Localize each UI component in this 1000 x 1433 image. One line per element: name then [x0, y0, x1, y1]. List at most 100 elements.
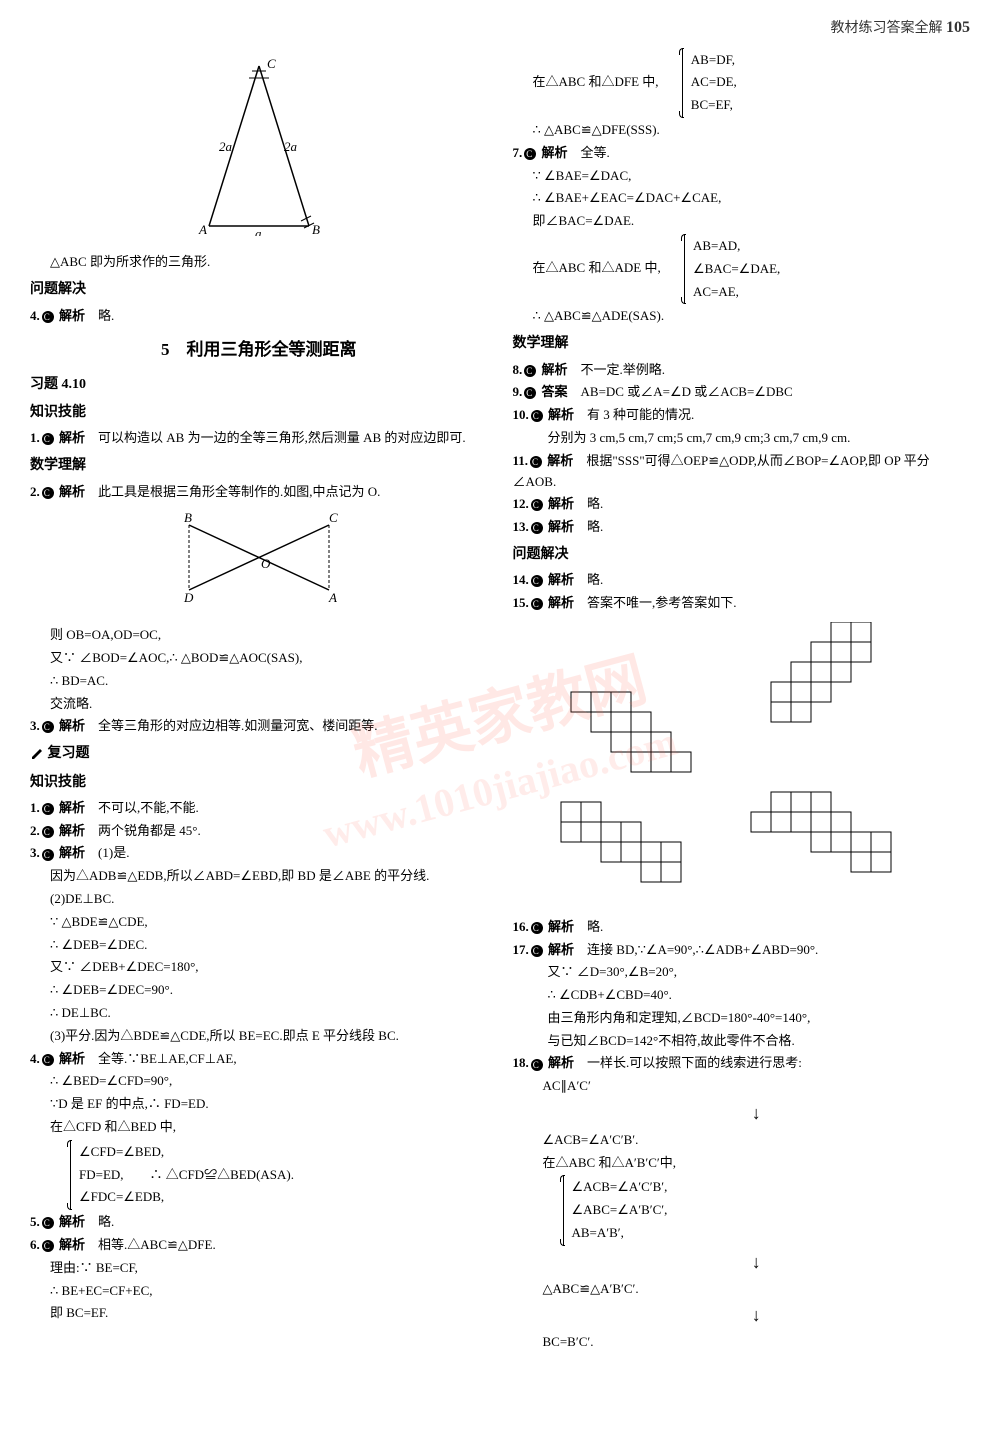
marker-icon [42, 721, 54, 733]
r9-tag: 答案 [542, 384, 568, 399]
r15-num: 15. [513, 595, 529, 610]
r17-l1: ∴ ∠CDB+∠CBD=40°. [513, 985, 971, 1006]
fx2-text: 两个锐角都是 45°. [98, 823, 201, 838]
review-label: 复习题 [48, 746, 90, 761]
section-problem-solve-2: 问题解决 [513, 544, 971, 566]
fx4-l1: ∵D 是 EF 的中点,∴ FD=ED. [30, 1094, 488, 1115]
r8-num: 8. [513, 362, 523, 377]
item-2-text: 此工具是根据三角形全等制作的.如图,中点记为 O. [98, 484, 380, 499]
r13-tag: 解析 [548, 519, 574, 534]
item-2-line-2: ∴ BD=AC. [30, 671, 488, 692]
fx5-tag: 解析 [59, 1214, 85, 1229]
grid-figures [513, 622, 971, 909]
item-2: 2. 解析 此工具是根据三角形全等制作的.如图,中点记为 O. [30, 482, 488, 503]
r10-text: 有 3 种可能的情况. [587, 407, 694, 422]
fx3-part3: (3)平分.因为△BDE≌△CDE,所以 BE=EC.即点 E 平分线段 BC. [30, 1026, 488, 1047]
r13-num: 13. [513, 519, 529, 534]
r7-l0: ∵ ∠BAE=∠DAC, [513, 166, 971, 187]
fx4-l2: 在△CFD 和△BED 中, [30, 1117, 488, 1138]
r-item-16: 16. 解析 略. [513, 917, 971, 938]
r-item-12: 12. 解析 略. [513, 494, 971, 515]
x-figure: B C O D A [30, 510, 488, 617]
marker-icon [524, 387, 536, 399]
r10-tag: 解析 [548, 407, 574, 422]
marker-icon [531, 575, 543, 587]
page-number: 105 [946, 19, 970, 36]
fx3-l2-4: ∴ DE⊥BC. [30, 1003, 488, 1024]
r10-line: 分别为 3 cm,5 cm,7 cm;5 cm,7 cm,9 cm;3 cm,7… [513, 428, 971, 449]
fx3-l2-3: ∴ ∠DEB=∠DEC=90°. [30, 980, 488, 1001]
r8-tag: 解析 [542, 362, 568, 377]
svg-text:2a: 2a [284, 139, 298, 154]
r17-tag: 解析 [548, 942, 574, 957]
fx4-br-1: FD=ED, ∴ △CFD≌△BED(ASA). [79, 1165, 294, 1186]
fx3-part2: (2)DE⊥BC. [30, 889, 488, 910]
r7-conc: ∴ △ABC≌△ADE(SAS). [513, 306, 971, 327]
r12-text: 略. [587, 496, 603, 511]
svg-text:a: a [255, 226, 262, 236]
marker-icon [524, 365, 536, 377]
r12-num: 12. [513, 496, 529, 511]
r10-num: 10. [513, 407, 529, 422]
header-text: 教材练习答案全解 [831, 21, 943, 36]
svg-text:D: D [183, 590, 194, 605]
r-item-11: 11. 解析 根据"SSS"可得△OEP≌△ODP,从而∠BOP=∠AOP,即 … [513, 451, 971, 493]
fx5-num: 5. [30, 1214, 40, 1229]
r17-l3: 与已知∠BCD=142°不相符,故此零件不合格. [513, 1031, 971, 1052]
fx6-l2: 即 BC=EF. [30, 1303, 488, 1324]
r9-num: 9. [513, 384, 523, 399]
r18-f2-0: ↓ [513, 1248, 971, 1277]
fx4-tag: 解析 [59, 1051, 85, 1066]
r-item-14: 14. 解析 略. [513, 570, 971, 591]
marker-icon [531, 922, 543, 934]
svg-text:O: O [261, 556, 271, 571]
fx4-num: 4. [30, 1051, 40, 1066]
fx4-br-2: ∠FDC=∠EDB, [79, 1187, 294, 1208]
r6-br-1: AC=DE, [691, 72, 737, 93]
item-4-tag: 解析 [59, 308, 85, 323]
r11-text: 根据"SSS"可得△OEP≌△ODP,从而∠BOP=∠AOP,即 OP 平分∠A… [513, 453, 930, 489]
marker-icon [42, 487, 54, 499]
r15-tag: 解析 [548, 595, 574, 610]
page-header: 教材练习答案全解 105 [0, 0, 1000, 46]
fx6-tag: 解析 [59, 1237, 85, 1252]
marker-icon [42, 311, 54, 323]
r18-tag: 解析 [548, 1055, 574, 1070]
item-2-tag: 解析 [59, 484, 85, 499]
marker-icon [531, 410, 543, 422]
marker-icon [42, 1240, 54, 1252]
svg-text:A: A [198, 222, 207, 236]
r18-f2: ∠ACB=∠A′C′B′. [513, 1130, 971, 1151]
marker-icon [42, 803, 54, 815]
r17-num: 17. [513, 942, 529, 957]
triangle-figure: C A B a 2a 2a [30, 56, 488, 243]
fx3-num: 3. [30, 845, 40, 860]
svg-text:B: B [312, 222, 320, 236]
svg-text:A: A [328, 590, 337, 605]
section-math-understand-2: 数学理解 [513, 333, 971, 355]
item-1: 1. 解析 可以构造以 AB 为一边的全等三角形,然后测量 AB 的对应边即可. [30, 428, 488, 449]
fx3-tag: 解析 [59, 845, 85, 860]
r7-num: 7. [513, 145, 523, 160]
fx6-l0: 理由:∵ BE=CF, [30, 1258, 488, 1279]
fx6-text: 相等.△ABC≌△DFE. [98, 1237, 216, 1252]
page-content: C A B a 2a 2a △ABC 即为所求作的三角形. 问题解决 4. 解析… [0, 46, 1000, 1355]
fx4-br-0: ∠CFD=∠BED, [79, 1142, 294, 1163]
r16-tag: 解析 [548, 919, 574, 934]
fx3-l2-0: ∵ △BDE≌△CDE, [30, 912, 488, 933]
right-column: 在△ABC 和△DFE 中, AB=DF, AC=DE, BC=EF, ∴ △A… [513, 46, 971, 1355]
r18-f2-3: BC=B′C′. [513, 1332, 971, 1353]
item-2-line-1: 又∵ ∠BOD=∠AOC,∴ △BOD≌△AOC(SAS), [30, 648, 488, 669]
item-3: 3. 解析 全等三角形的对应边相等.如测量河宽、楼间距等. [30, 716, 488, 737]
item-3-tag: 解析 [59, 718, 85, 733]
item-3-text: 全等三角形的对应边相等.如测量河宽、楼间距等. [98, 718, 378, 733]
fx5-text: 略. [98, 1214, 114, 1229]
review-title: 复习题 [30, 743, 488, 765]
r7-intro: 在△ABC 和△ADE 中, AB=AD, ∠BAC=∠DAE, AC=AE, [513, 234, 971, 304]
r-item-17: 17. 解析 连接 BD,∵∠A=90°,∴∠ADB+∠ABD=90°. [513, 940, 971, 961]
left-column: C A B a 2a 2a △ABC 即为所求作的三角形. 问题解决 4. 解析… [30, 46, 488, 1355]
pencil-icon [30, 747, 44, 761]
marker-icon [531, 945, 543, 957]
r18-text: 一样长.可以按照下面的线索进行思考: [587, 1055, 802, 1070]
r18-br-1: ∠ABC=∠A′B′C′, [572, 1200, 668, 1221]
